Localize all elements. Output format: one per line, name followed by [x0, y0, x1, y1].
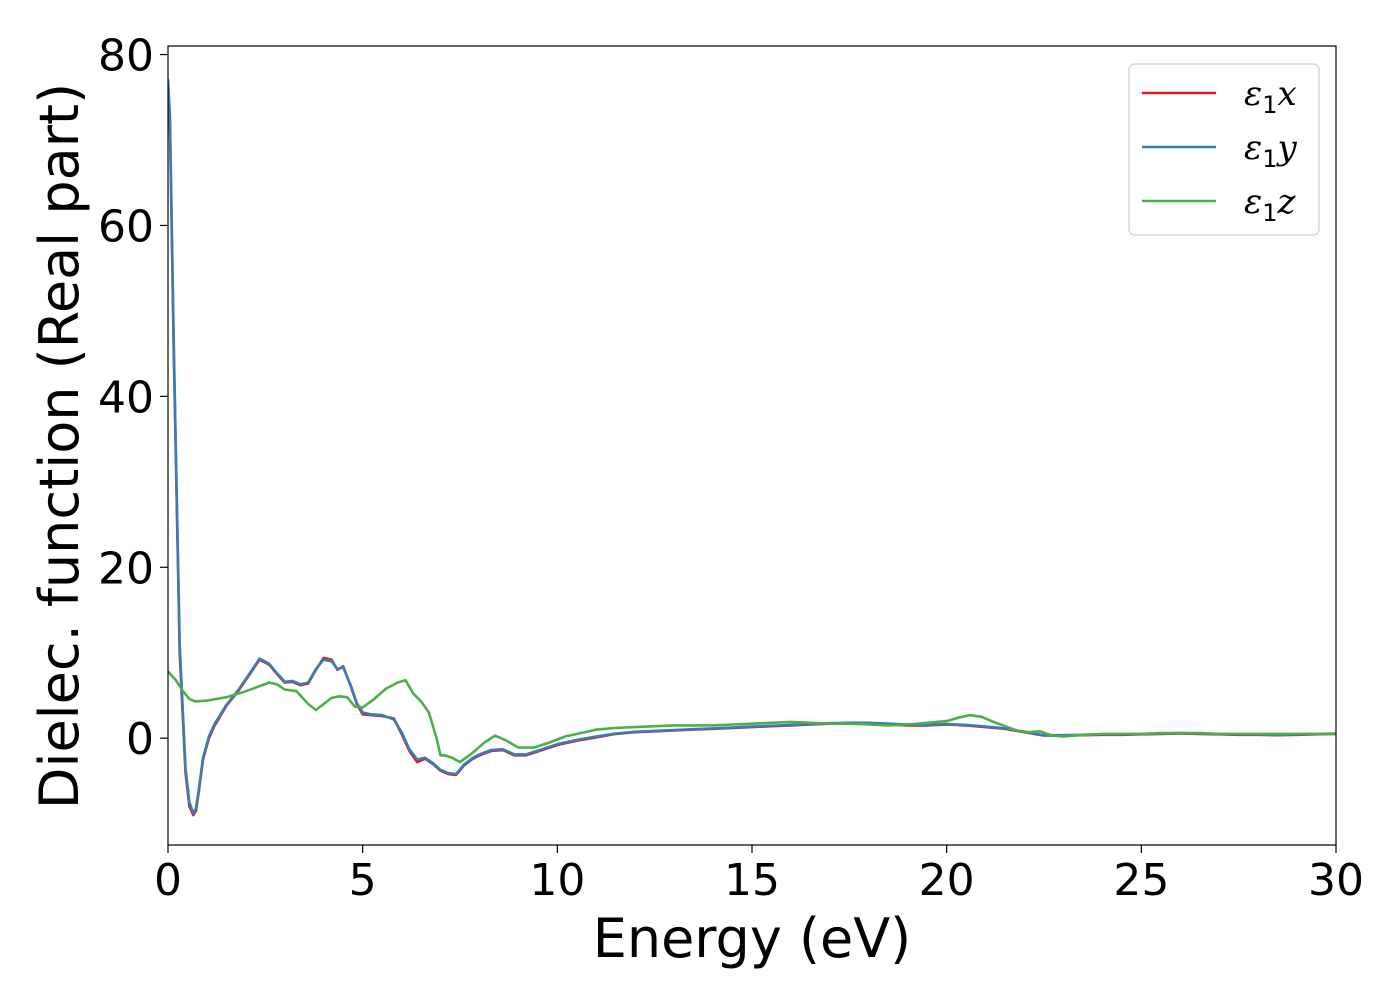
x-tick-label: 15	[724, 855, 780, 906]
x-tick-label: 30	[1308, 855, 1364, 906]
y-tick-label: 40	[98, 372, 154, 423]
y-tick-label: 0	[126, 714, 154, 765]
legend-box	[1128, 63, 1320, 236]
x-tick-label: 10	[529, 855, 585, 906]
y-tick-label: 20	[98, 543, 154, 594]
y-tick-label: 60	[98, 201, 154, 252]
legend-label-3: ε1z	[1244, 182, 1297, 227]
y-axis-title: Dielec. function (Real part)	[28, 83, 91, 809]
legend-label-1: ε1x	[1244, 74, 1297, 119]
legend-label-2: ε1y	[1244, 128, 1298, 173]
series-layer	[168, 78, 1336, 817]
legend: ε1x ε1y ε1z	[1128, 63, 1320, 236]
x-tick-label: 25	[1113, 855, 1169, 906]
x-tick-label: 20	[919, 855, 975, 906]
series-line-3	[168, 670, 1336, 764]
x-axis-title: Energy (eV)	[593, 907, 912, 970]
plot-frame	[167, 45, 1337, 846]
x-tick-label: 5	[349, 855, 377, 906]
x-tick-label: 0	[154, 855, 182, 906]
y-tick-label: 80	[98, 31, 154, 82]
axis-ticks: 0 5 10 15 20 25 30 0 20 40 60 80	[98, 31, 1364, 906]
